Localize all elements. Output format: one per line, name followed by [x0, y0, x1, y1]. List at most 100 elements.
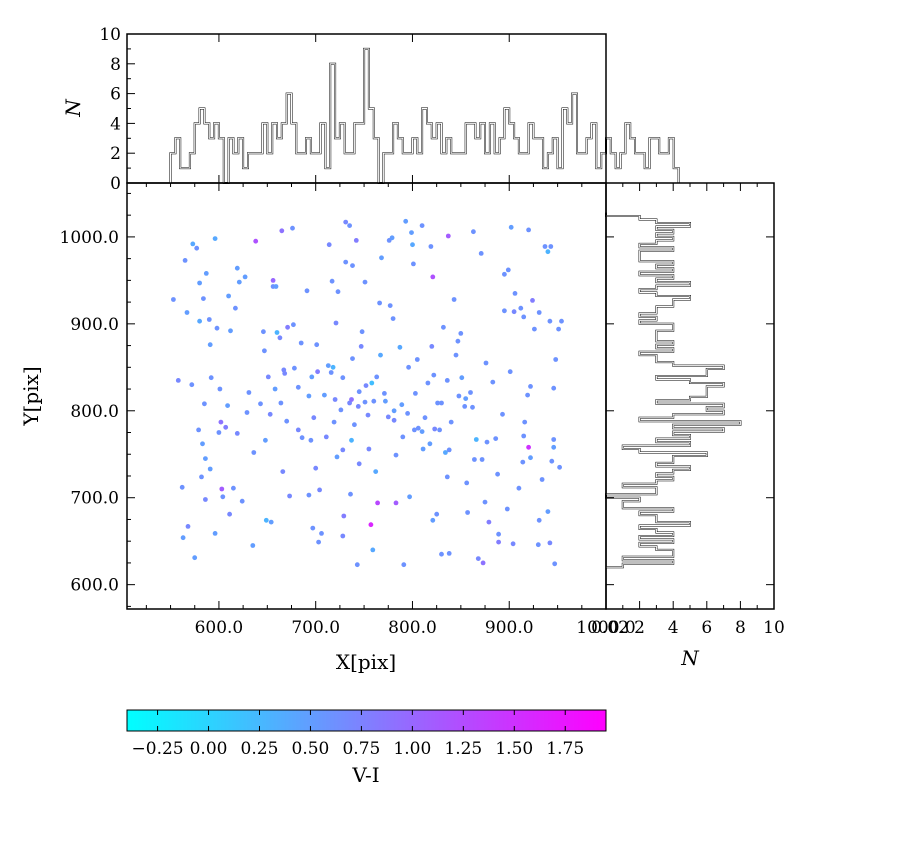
scatter-point — [419, 429, 425, 434]
scatter-point — [522, 419, 528, 425]
scatter-point — [251, 450, 257, 455]
scatter-point — [317, 487, 322, 493]
scatter-point — [206, 317, 212, 322]
scatter-point — [253, 238, 259, 244]
scatter-point — [223, 424, 229, 430]
scatter-point — [290, 225, 295, 231]
scatter-point — [470, 404, 475, 410]
scatter-point — [446, 447, 452, 453]
scatter-point — [463, 396, 469, 401]
scatter-point — [273, 284, 279, 289]
top-histogram-y-tick-label: 10 — [99, 25, 121, 45]
scatter-point — [197, 318, 203, 324]
scatter-point — [403, 218, 409, 224]
scatter-point — [277, 335, 283, 341]
scatter-point — [439, 400, 444, 406]
scatter-point — [203, 497, 208, 502]
scatter-point — [292, 365, 297, 371]
scatter-point — [203, 456, 208, 461]
top-histogram-series — [169, 47, 680, 184]
scatter-point — [495, 471, 500, 477]
scatter-point — [475, 556, 481, 561]
right-histogram-panel: 2 4 6 8 10 0.02 N — [591, 182, 785, 670]
scatter-point — [331, 419, 337, 425]
scatter-frame — [126, 182, 607, 610]
scatter-point — [338, 407, 344, 413]
scatter-point — [368, 522, 374, 528]
scatter-point — [526, 227, 531, 233]
scatter-point — [194, 245, 200, 251]
scatter-point — [525, 392, 530, 398]
scatter-point — [340, 447, 346, 453]
scatter-point — [202, 401, 207, 407]
scatter-point — [306, 393, 312, 399]
scatter-point — [199, 474, 204, 480]
scatter-point — [413, 391, 418, 396]
scatter-x-tick-label: 600.0 — [195, 618, 244, 638]
scatter-point — [306, 492, 312, 498]
scatter-point — [479, 457, 485, 462]
scatter-point — [270, 278, 276, 283]
colorbar-label: V-I — [351, 763, 379, 787]
scatter-point — [310, 525, 316, 531]
scatter-point — [502, 308, 507, 314]
scatter-point — [556, 326, 561, 332]
scatter-point — [430, 517, 436, 523]
scatter-point — [314, 342, 320, 348]
scatter-point — [352, 422, 357, 428]
scatter-point — [370, 547, 376, 553]
scatter-point — [444, 378, 450, 383]
scatter-point — [287, 493, 292, 499]
scatter-point — [362, 279, 368, 285]
scatter-point — [330, 364, 336, 370]
scatter-point — [239, 498, 245, 504]
scatter-point — [315, 369, 320, 375]
scatter-point — [366, 446, 372, 452]
top-histogram-y-tick-label: 4 — [110, 114, 121, 134]
scatter-point — [389, 235, 395, 241]
scatter-point — [295, 427, 301, 433]
scatter-point — [411, 261, 416, 267]
scatter-point — [268, 519, 274, 525]
scatter-point — [353, 238, 359, 243]
scatter-point — [333, 320, 339, 326]
right-histogram-x-tick-label: 0.02 — [591, 618, 629, 638]
scatter-point — [439, 551, 444, 557]
scatter-x-tick-label: 900.0 — [485, 618, 534, 638]
scatter-point — [535, 542, 541, 548]
scatter-point — [405, 411, 410, 416]
scatter-point — [547, 318, 553, 324]
scatter-point — [542, 244, 548, 249]
scatter-point — [359, 329, 365, 335]
scatter-point — [406, 364, 411, 370]
scatter-point — [480, 560, 486, 566]
scatter-point — [551, 385, 557, 391]
scatter-point — [217, 386, 223, 392]
scatter-point — [234, 431, 240, 436]
scatter-point — [410, 242, 415, 248]
scatter-point — [545, 509, 551, 514]
scatter-point — [472, 457, 477, 462]
scatter-point — [365, 412, 371, 418]
scatter-point — [329, 278, 335, 284]
scatter-point — [274, 330, 280, 335]
colorbar-tick-label: 1.25 — [444, 739, 482, 759]
scatter-point — [420, 446, 426, 452]
scatter-point — [279, 228, 285, 234]
scatter-point — [422, 415, 428, 421]
scatter-point — [446, 551, 452, 556]
scatter-point — [508, 224, 514, 230]
scatter-point — [473, 437, 479, 442]
scatter-point — [363, 383, 369, 388]
scatter-x-tick-label: 800.0 — [388, 618, 437, 638]
scatter-point — [526, 444, 531, 450]
scatter-point — [393, 452, 399, 458]
scatter-point — [313, 465, 319, 471]
scatter-point — [175, 378, 181, 383]
scatter-point — [179, 484, 185, 490]
scatter-point — [471, 229, 476, 235]
scatter-point — [326, 242, 332, 248]
scatter-point — [350, 263, 355, 268]
colorbar: −0.25 0.00 0.25 0.50 0.75 1.00 1.25 1.50 1.75 V-… — [126, 709, 607, 787]
